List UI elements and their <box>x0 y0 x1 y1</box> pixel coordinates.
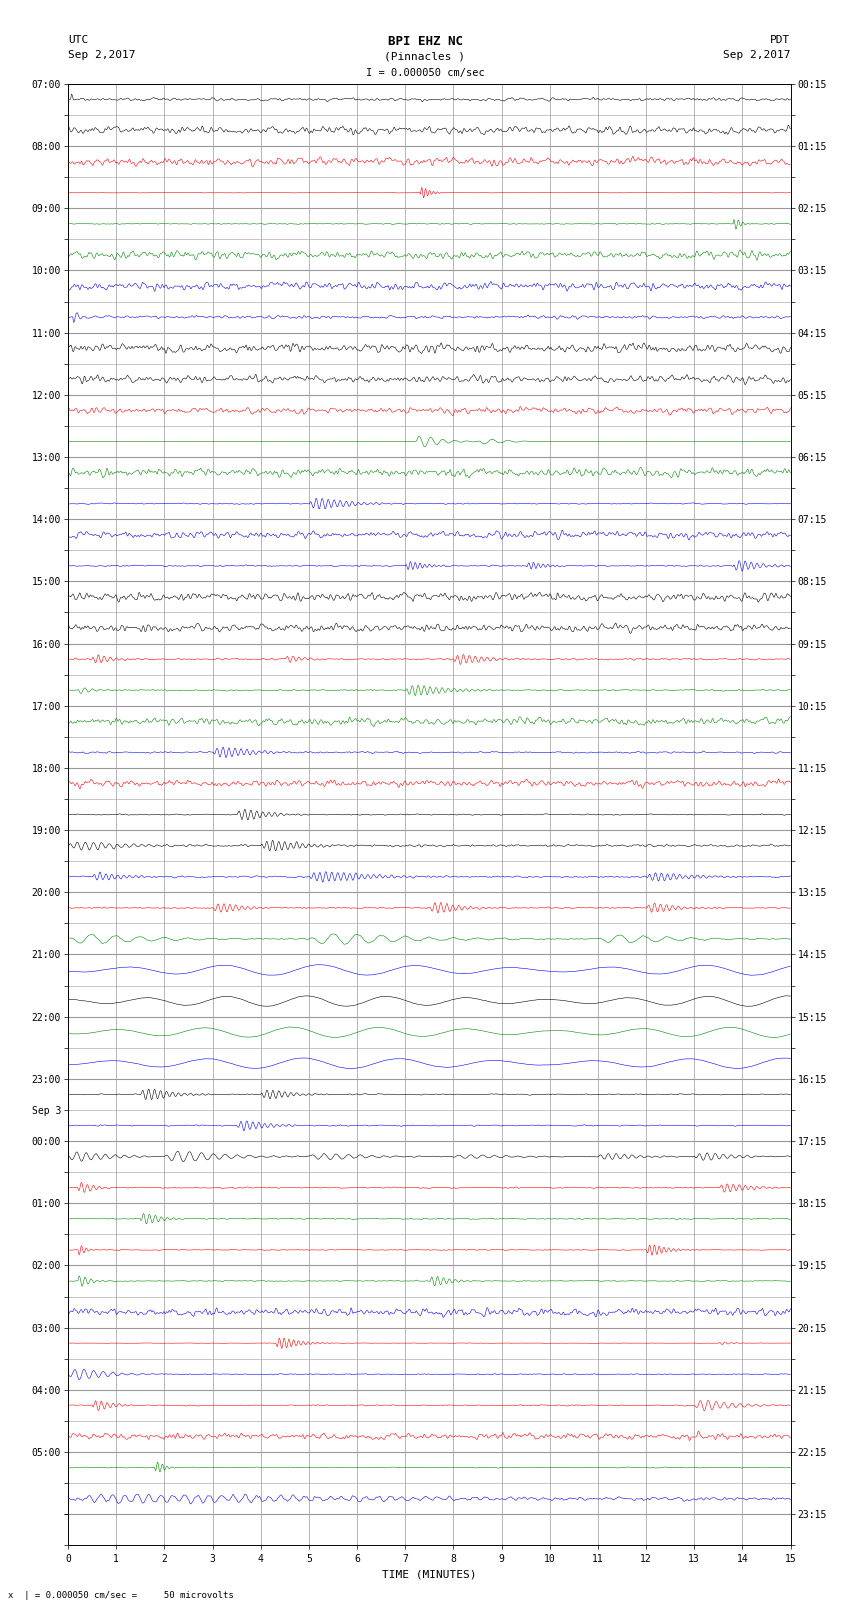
Text: x  | = 0.000050 cm/sec =     50 microvolts: x | = 0.000050 cm/sec = 50 microvolts <box>8 1590 235 1600</box>
Text: (Pinnacles ): (Pinnacles ) <box>384 52 466 61</box>
Text: BPI EHZ NC: BPI EHZ NC <box>388 35 462 48</box>
Text: UTC: UTC <box>68 35 88 45</box>
Text: PDT: PDT <box>770 35 790 45</box>
Text: I = 0.000050 cm/sec: I = 0.000050 cm/sec <box>366 68 484 77</box>
Text: Sep 2,2017: Sep 2,2017 <box>68 50 135 60</box>
Text: Sep 2,2017: Sep 2,2017 <box>723 50 791 60</box>
X-axis label: TIME (MINUTES): TIME (MINUTES) <box>382 1569 477 1579</box>
